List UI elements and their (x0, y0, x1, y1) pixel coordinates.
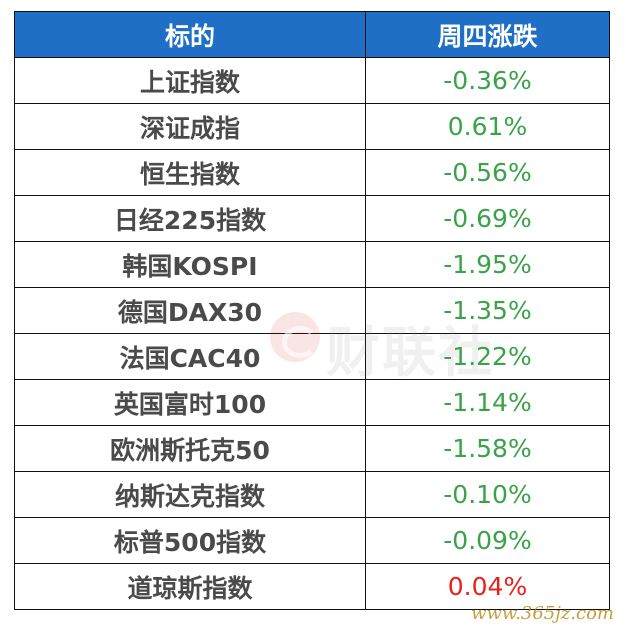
change-value-cell: -0.09% (365, 517, 610, 564)
index-name-cell: 道琼斯指数 (14, 563, 366, 610)
table-row: 恒生指数 -0.56% (14, 149, 610, 196)
index-name-cell: 欧洲斯托克50 (14, 425, 366, 472)
table-row: 上证指数 -0.36% (14, 57, 610, 104)
change-value-cell: -0.69% (365, 195, 610, 242)
change-value-cell: -0.36% (365, 57, 610, 104)
change-value-cell: -1.95% (365, 241, 610, 288)
table-row: 道琼斯指数 0.04% (14, 563, 610, 610)
change-value-cell: -1.58% (365, 425, 610, 472)
change-value-cell: 0.61% (365, 103, 610, 150)
index-name-cell: 上证指数 (14, 57, 366, 104)
table-row: 英国富时100 -1.14% (14, 379, 610, 426)
table-row: 深证成指 0.61% (14, 103, 610, 150)
table-row: 法国CAC40 -1.22% (14, 333, 610, 380)
index-change-table-container: 标的 周四涨跌 上证指数 -0.36% 深证成指 0.61% 恒生指数 -0.5… (14, 11, 610, 610)
index-name-cell: 日经225指数 (14, 195, 366, 242)
change-value-cell: -1.22% (365, 333, 610, 380)
index-name-cell: 德国DAX30 (14, 287, 366, 334)
table-row: 标普500指数 -0.09% (14, 517, 610, 564)
index-name-cell: 韩国KOSPI (14, 241, 366, 288)
change-value-cell: 0.04% (365, 563, 610, 610)
index-name-cell: 标普500指数 (14, 517, 366, 564)
table-header-row: 标的 周四涨跌 (14, 11, 610, 58)
index-name-cell: 深证成指 (14, 103, 366, 150)
index-name-cell: 纳斯达克指数 (14, 471, 366, 518)
index-name-cell: 法国CAC40 (14, 333, 366, 380)
change-value-cell: -1.14% (365, 379, 610, 426)
index-name-cell: 英国富时100 (14, 379, 366, 426)
index-change-table: 标的 周四涨跌 上证指数 -0.36% 深证成指 0.61% 恒生指数 -0.5… (14, 11, 610, 610)
header-index-name: 标的 (14, 11, 366, 58)
table-row: 韩国KOSPI -1.95% (14, 241, 610, 288)
change-value-cell: -1.35% (365, 287, 610, 334)
change-value-cell: -0.56% (365, 149, 610, 196)
header-thursday-change: 周四涨跌 (365, 11, 610, 58)
table-row: 德国DAX30 -1.35% (14, 287, 610, 334)
site-watermark: www.365jz.com (471, 603, 614, 624)
change-value-cell: -0.10% (365, 471, 610, 518)
table-row: 纳斯达克指数 -0.10% (14, 471, 610, 518)
table-row: 日经225指数 -0.69% (14, 195, 610, 242)
index-name-cell: 恒生指数 (14, 149, 366, 196)
table-row: 欧洲斯托克50 -1.58% (14, 425, 610, 472)
